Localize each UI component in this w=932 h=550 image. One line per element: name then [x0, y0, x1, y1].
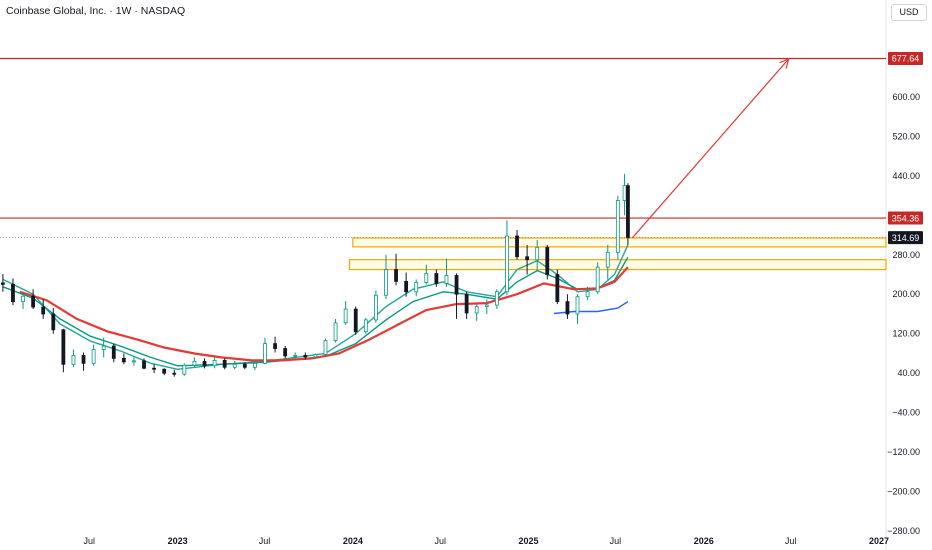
y-tick-label: 600.00 [892, 92, 920, 102]
moving-average-line [553, 301, 629, 315]
y-tick-label: 200.00 [892, 289, 920, 299]
projection-arrowhead [779, 57, 790, 69]
candle-body [535, 246, 540, 261]
candle-body [363, 319, 368, 333]
candle-body [626, 185, 630, 238]
candle-body [333, 322, 338, 342]
candle-body [121, 357, 126, 363]
price-label: 677.64 [892, 54, 920, 64]
candle-body [414, 281, 419, 293]
candle-body [192, 360, 197, 366]
price-label: 354.36 [892, 213, 920, 223]
price-label: 314.69 [892, 233, 920, 243]
candle-body [152, 367, 157, 370]
chart-title: Coinbase Global, Inc. · 1W · NASDAQ [6, 5, 186, 17]
candle-body [21, 295, 25, 303]
candle-body [31, 295, 36, 308]
candle-body [525, 256, 530, 261]
candle-body [303, 355, 308, 358]
candle-body [424, 273, 429, 283]
candle-body [222, 359, 227, 368]
candle-body [434, 273, 439, 284]
candle-body [142, 360, 146, 369]
x-tick-label: 2027 [869, 536, 889, 546]
candle-body [615, 200, 620, 253]
candle-body [0, 282, 5, 285]
candle-body [71, 355, 76, 365]
candle-body [585, 291, 590, 298]
candle-body [293, 355, 298, 357]
candle-body [384, 269, 388, 296]
currency-button[interactable]: USD [891, 4, 927, 21]
candle-body [202, 360, 207, 367]
candle-body [313, 354, 318, 358]
candle-body [41, 306, 46, 315]
candle-body [61, 329, 66, 365]
candle-body [444, 275, 449, 284]
candle-body [353, 308, 358, 333]
candle-body [132, 360, 136, 363]
candle-body [253, 362, 257, 368]
y-tick-label: 120.00 [892, 329, 920, 339]
candle-body [565, 301, 570, 315]
candle-body [242, 363, 247, 368]
moving-average-line [19, 266, 629, 362]
price-label-box [888, 52, 923, 66]
candle-body [91, 349, 96, 364]
candle-body [464, 293, 469, 314]
moving-average-line [2, 256, 629, 367]
candle-body [263, 343, 267, 364]
x-tick-label: 2024 [343, 536, 363, 546]
candle-body [283, 348, 288, 357]
candle-body [343, 308, 348, 324]
x-tick-label: Jul [610, 536, 622, 546]
y-tick-label: 40.00 [897, 368, 920, 378]
candle-body [545, 246, 550, 275]
y-tick-label: 440.00 [892, 171, 920, 181]
candle-body [505, 235, 509, 293]
candle-body [51, 313, 56, 331]
candle-body [494, 291, 499, 306]
candle-body [605, 251, 610, 268]
candle-body [484, 304, 489, 307]
x-tick-label: Jul [259, 536, 271, 546]
candle-body [81, 355, 86, 364]
candle-body [515, 235, 519, 258]
candle-body [232, 363, 237, 368]
candle-body [162, 368, 167, 374]
y-tick-label: −200.00 [887, 487, 920, 497]
candle-body [595, 266, 600, 293]
candle-body [172, 372, 177, 375]
x-tick-label: Jul [84, 536, 96, 546]
price-label-box [888, 211, 923, 225]
y-tick-label: 520.00 [892, 131, 920, 141]
candle-body [622, 185, 627, 201]
candle-body [182, 364, 187, 375]
y-tick-label: −280.00 [887, 526, 920, 536]
candle-body [373, 294, 378, 321]
candle-body [212, 359, 217, 367]
projection-arrow [631, 58, 790, 239]
candle-body [394, 269, 398, 282]
candle-body [404, 281, 409, 293]
candle-body [111, 345, 116, 359]
x-tick-label: 2023 [168, 536, 188, 546]
x-tick-label: Jul [785, 536, 797, 546]
y-tick-label: 280.00 [892, 250, 920, 260]
x-tick-label: 2025 [519, 536, 539, 546]
candle-body [323, 340, 328, 355]
candle-body [101, 345, 106, 350]
y-tick-label: −40.00 [892, 408, 920, 418]
x-tick-label: Jul [434, 536, 446, 546]
candle-body [273, 343, 277, 349]
y-tick-label: −120.00 [887, 447, 920, 457]
candle-body [575, 296, 580, 315]
candle-body [474, 306, 479, 314]
price-label-box [888, 231, 923, 245]
candle-body [454, 275, 459, 295]
x-tick-label: 2026 [694, 536, 714, 546]
candle-body [555, 274, 560, 303]
candle-body [11, 283, 15, 303]
